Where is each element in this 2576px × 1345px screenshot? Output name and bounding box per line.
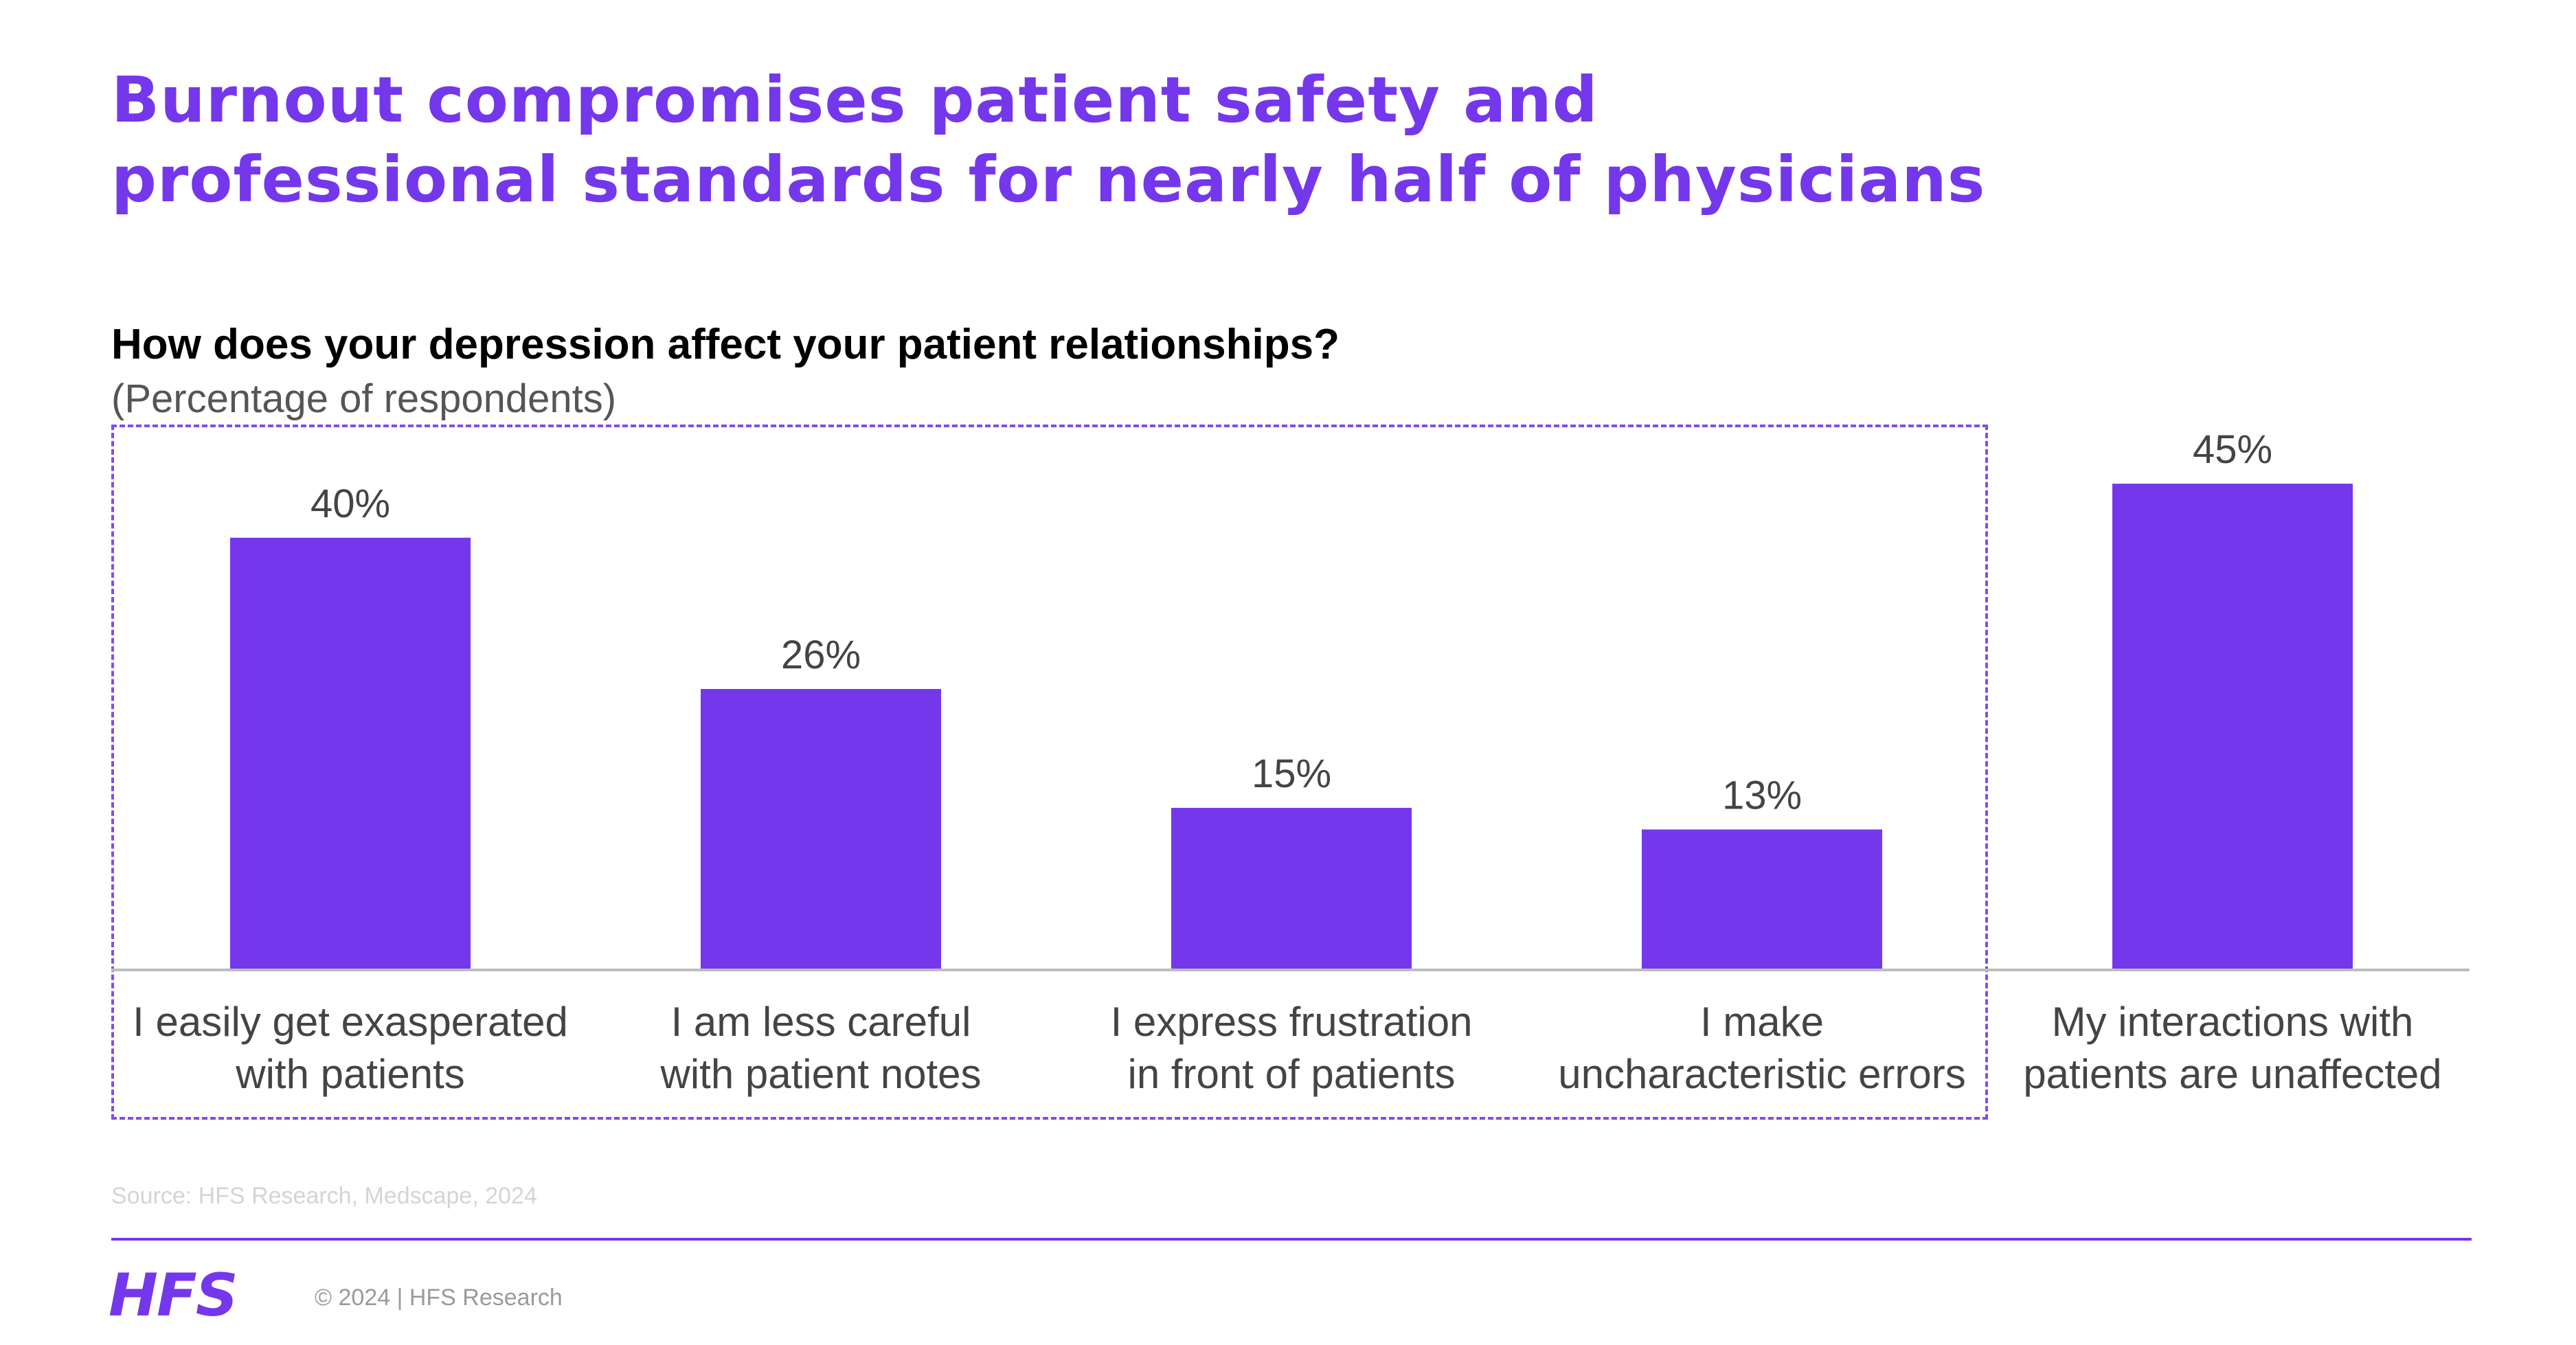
category-label: with patient notes	[660, 1051, 982, 1097]
highlight-box	[111, 425, 1988, 1120]
title-line-2: professional standards for nearly half o…	[111, 143, 1986, 216]
bar	[1171, 808, 1412, 970]
data-label: 45%	[2193, 427, 2272, 472]
copyright-text: © 2024 | HFS Research	[315, 1285, 563, 1311]
chart-title: How does your depression affect your pat…	[111, 321, 1340, 368]
bar	[1642, 829, 1882, 970]
category-label: I easily get exasperated	[133, 999, 568, 1045]
category-label: in front of patients	[1128, 1051, 1456, 1097]
footer-divider	[111, 1238, 2472, 1241]
bar	[2112, 484, 2353, 970]
category-label: I make	[1700, 999, 1824, 1045]
category-label: I express frustration	[1111, 999, 1473, 1045]
data-label: 15%	[1252, 751, 1331, 796]
category-label: with patients	[235, 1051, 465, 1097]
category-label: I am less careful	[671, 999, 971, 1045]
category-label: uncharacteristic errors	[1558, 1051, 1966, 1097]
category-label: patients are unaffected	[2023, 1051, 2441, 1097]
page-title: Burnout compromises patient safety and p…	[111, 60, 2516, 220]
source-note: Source: HFS Research, Medscape, 2024	[111, 1183, 537, 1209]
data-label: 13%	[1722, 773, 1802, 818]
category-label: My interactions with	[2052, 999, 2414, 1045]
bar-chart: 40% I easily get exasperated with patients…	[111, 427, 2470, 1097]
title-line-1: Burnout compromises patient safety and	[111, 63, 1598, 137]
bar	[230, 537, 471, 970]
bar	[701, 689, 941, 970]
hfs-logo: HFS	[109, 1261, 238, 1330]
data-label: 26%	[781, 633, 861, 677]
chart-subtitle: (Percentage of respondents)	[111, 376, 617, 421]
data-label: 40%	[310, 482, 390, 526]
